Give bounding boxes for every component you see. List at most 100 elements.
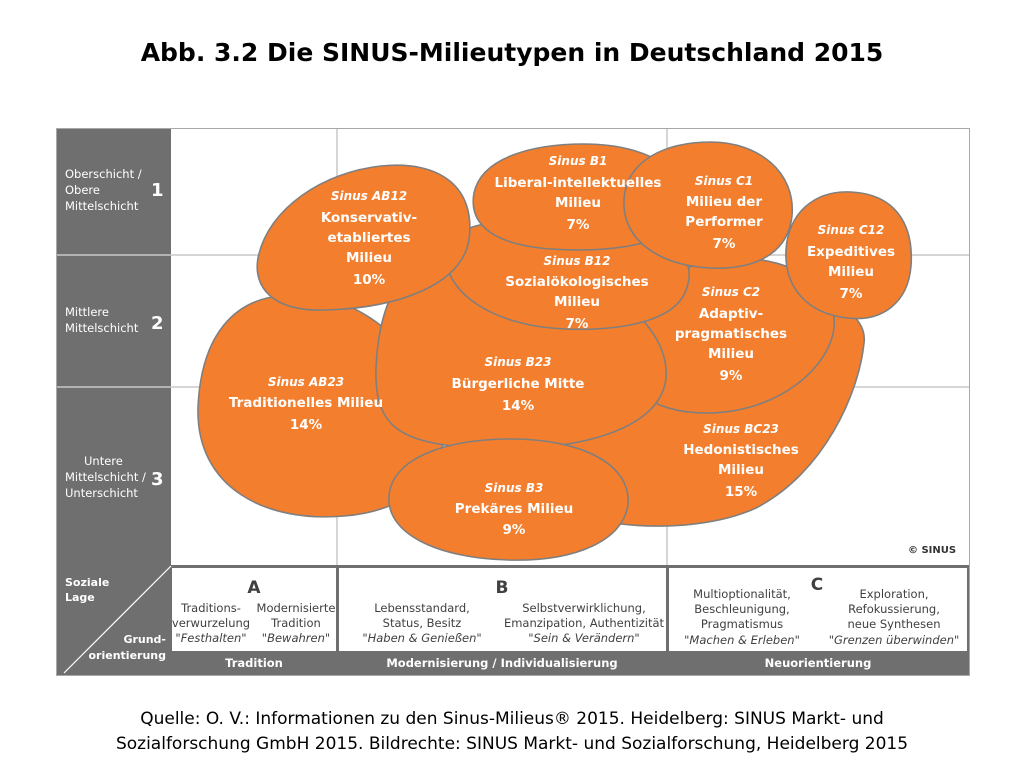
milieu-share: 7% <box>713 236 736 252</box>
row-label-line: Untere <box>84 454 123 468</box>
axis-cell-c <box>669 568 967 651</box>
corner-label-top: Soziale <box>65 576 109 589</box>
milieu-label-b12: Sinus B12 Sozialökologisches Milieu 7% <box>505 254 648 332</box>
column-c: C Multioptionalität, Beschleunigung, Pra… <box>684 575 959 647</box>
milieu-share: 15% <box>725 484 758 500</box>
milieu-label-c2: Sinus C2 Adaptiv- pragmatisches Milieu 9… <box>675 285 787 384</box>
milieu-name-line: etabliertes <box>327 230 410 246</box>
milieu-label-c1: Sinus C1 Milieu der Performer 7% <box>685 174 763 252</box>
row-number: 2 <box>151 313 164 334</box>
milieu-name-line: Prekäres Milieu <box>455 501 573 517</box>
column-b: B Lebensstandard, Status, Besitz "Haben … <box>362 578 664 645</box>
milieu-code: Sinus C2 <box>702 285 760 299</box>
column-item-line: Tradition <box>270 616 321 630</box>
milieu-shape-ab12 <box>256 164 471 311</box>
column-item-line: Traditions- <box>180 601 241 615</box>
column-item-line: Selbstverwirklichung, <box>522 601 646 615</box>
column-item-line: Lebensstandard, <box>374 601 470 615</box>
milieu-name-line: Expeditives <box>807 244 895 260</box>
milieu-share: 9% <box>720 368 743 384</box>
caption-line: Quelle: O. V.: Informationen zu den Sinu… <box>140 709 884 729</box>
milieu-name-line: pragmatisches <box>675 326 787 342</box>
milieu-code: Sinus BC23 <box>703 422 779 436</box>
milieu-diagram: Oberschicht / Obere Mittelschicht 1 Mitt… <box>56 128 970 676</box>
milieu-code: Sinus C12 <box>818 223 885 237</box>
figure-title: Abb. 3.2 Die SINUS-Milieutypen in Deutsc… <box>140 38 884 67</box>
row-label-line: Unterschicht <box>65 486 138 500</box>
row-label-line: Mittlere <box>65 305 109 319</box>
milieu-label-ab23: Sinus AB23 Traditionelles Milieu 14% <box>229 375 383 433</box>
row-label-3: Untere Mittelschicht / Unterschicht 3 <box>65 454 164 500</box>
milieu-name-line: Hedonistisches <box>683 442 799 458</box>
milieu-share: 10% <box>353 272 386 288</box>
row-label-line: Mittelschicht <box>65 321 139 335</box>
corner-label-top: Lage <box>65 591 95 604</box>
milieu-share: 7% <box>567 217 590 233</box>
milieu-name-line: Performer <box>685 214 763 230</box>
corner-diagonal <box>63 565 172 674</box>
axis-cell-a <box>172 568 336 651</box>
milieu-code: Sinus B12 <box>543 254 610 268</box>
column-item-quote: "Bewahren" <box>262 631 330 645</box>
axis-cell-b <box>339 568 666 651</box>
milieu-label-c12: Sinus C12 Expeditives Milieu 7% <box>807 223 895 302</box>
column-item-line: verwurzelung <box>172 616 250 630</box>
orientation-tradition: Tradition <box>225 656 283 670</box>
column-letter: A <box>247 578 261 598</box>
milieu-name-line: Milieu <box>554 294 600 310</box>
column-item-line: neue Synthesen <box>847 617 940 631</box>
column-a: A Traditions- verwurzelung "Festhalten" … <box>172 578 336 645</box>
milieu-code: Sinus AB12 <box>331 189 407 203</box>
corner-label: Soziale Lage Grund- orientierung <box>65 576 166 662</box>
column-item-quote: "Machen & Erleben" <box>684 633 800 647</box>
milieu-shape-c12 <box>785 191 913 320</box>
milieu-shape-c1 <box>623 141 793 269</box>
column-item-quote: "Festhalten" <box>175 631 246 645</box>
orientation-neuorientierung: Neuorientierung <box>765 656 872 670</box>
milieu-shapes <box>197 141 913 561</box>
column-item-line: Emanzipation, Authentizität <box>504 616 665 630</box>
copyright-label: © SINUS <box>908 545 956 556</box>
milieu-code: Sinus B1 <box>549 154 608 168</box>
orientation-modernisierung: Modernisierung / Individualisierung <box>386 656 617 670</box>
row-number: 3 <box>151 469 164 490</box>
milieu-share: 7% <box>566 316 589 332</box>
milieu-share: 14% <box>502 398 535 414</box>
column-item-quote: "Sein & Verändern" <box>528 631 639 645</box>
row-label-line: Mittelschicht <box>65 199 139 213</box>
milieu-label-bc23: Sinus BC23 Hedonistisches Milieu 15% <box>683 422 799 500</box>
row-label-line: Oberschicht / <box>65 167 142 181</box>
milieu-name-line: Milieu <box>828 264 874 280</box>
milieu-label-b23: Sinus B23 Bürgerliche Mitte 14% <box>452 355 585 414</box>
corner-label-bottom: orientierung <box>89 649 167 662</box>
milieu-share: 9% <box>503 522 526 538</box>
source-caption: Quelle: O. V.: Informationen zu den Sinu… <box>40 707 984 757</box>
milieu-label-b3: Sinus B3 Prekäres Milieu 9% <box>455 481 573 538</box>
row-label-1: Oberschicht / Obere Mittelschicht 1 <box>65 167 164 213</box>
milieu-name-line: Milieu <box>718 462 764 478</box>
column-letter: C <box>811 575 823 595</box>
column-item-quote: "Grenzen überwinden" <box>829 633 960 647</box>
milieu-share: 7% <box>840 286 863 302</box>
row-label-line: Mittelschicht / <box>65 470 146 484</box>
column-item-line: Modernisierte <box>257 601 336 615</box>
milieu-name-line: Bürgerliche Mitte <box>452 376 585 392</box>
milieu-name-line: Konservativ- <box>321 210 417 226</box>
milieu-name-line: Milieu der <box>686 194 763 210</box>
milieu-name-line: Liberal-intellektuelles <box>495 175 662 191</box>
column-item-line: Exploration, <box>859 587 928 601</box>
row-number: 1 <box>151 180 164 201</box>
milieu-label-b1: Sinus B1 Liberal-intellektuelles Milieu … <box>495 154 662 233</box>
row-label-2: Mittlere Mittelschicht 2 <box>65 305 164 335</box>
column-item-line: Pragmatismus <box>701 617 783 631</box>
column-item-line: Refokussierung, <box>848 602 940 616</box>
orientation-labels: Tradition Modernisierung / Individualisi… <box>225 656 871 670</box>
column-letter: B <box>496 578 509 598</box>
milieu-name-line: Adaptiv- <box>699 306 763 322</box>
milieu-name-line: Traditionelles Milieu <box>229 395 383 411</box>
row-label-column <box>57 129 171 565</box>
milieu-code: Sinus AB23 <box>268 375 344 389</box>
milieu-share: 14% <box>290 417 323 433</box>
milieu-shape-b3 <box>388 438 629 561</box>
milieu-name-line: Sozialökologisches <box>505 274 648 290</box>
